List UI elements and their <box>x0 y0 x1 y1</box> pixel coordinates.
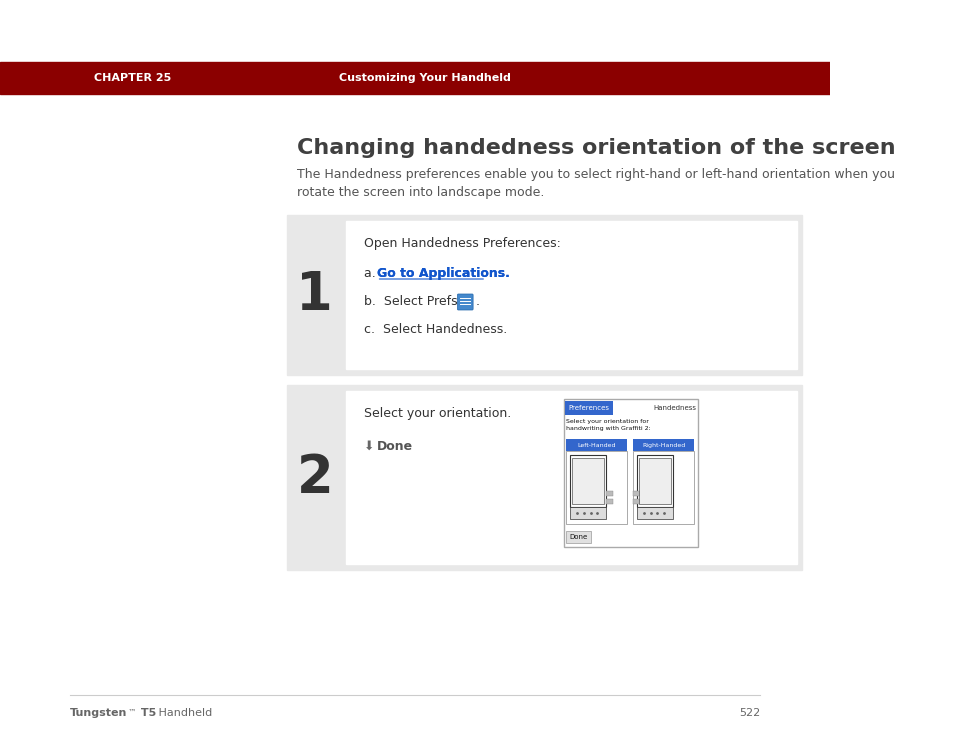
Bar <box>636 455 673 507</box>
Text: Right-Handed: Right-Handed <box>641 443 684 447</box>
Text: .: . <box>476 295 479 308</box>
Text: c.  Select Handedness.: c. Select Handedness. <box>363 323 506 336</box>
Bar <box>287 215 801 375</box>
Text: Handedness: Handedness <box>653 405 696 411</box>
Text: T5: T5 <box>136 708 155 718</box>
Bar <box>346 221 796 369</box>
Bar <box>287 385 801 570</box>
Text: Preferences: Preferences <box>568 405 609 411</box>
Text: The Handedness preferences enable you to select right-hand or left-hand orientat: The Handedness preferences enable you to… <box>297 168 895 199</box>
Text: Go to Applications.: Go to Applications. <box>376 267 509 280</box>
Bar <box>565 439 626 451</box>
Bar <box>346 391 796 564</box>
Bar <box>569 455 605 507</box>
Text: Open Handedness Preferences:: Open Handedness Preferences: <box>363 237 559 250</box>
Bar <box>0 62 829 94</box>
Bar <box>639 458 670 504</box>
FancyBboxPatch shape <box>457 294 473 310</box>
Text: b.  Select Prefs: b. Select Prefs <box>363 295 456 308</box>
Bar <box>565 401 613 415</box>
Text: Select your orientation.: Select your orientation. <box>363 407 510 420</box>
Text: Tungsten: Tungsten <box>70 708 127 718</box>
Text: Customizing Your Handheld: Customizing Your Handheld <box>339 73 511 83</box>
Text: 1: 1 <box>296 269 333 321</box>
Text: Left-Handed: Left-Handed <box>577 443 616 447</box>
Bar <box>563 399 698 547</box>
Text: CHAPTER 25: CHAPTER 25 <box>93 73 171 83</box>
Text: Done: Done <box>376 440 413 453</box>
Bar <box>633 439 693 451</box>
Text: Select your orientation for
handwriting with Graffiti 2:: Select your orientation for handwriting … <box>565 419 650 430</box>
Text: Done: Done <box>569 534 587 540</box>
Bar <box>565 531 590 543</box>
Bar <box>569 507 605 519</box>
Bar <box>633 451 693 524</box>
Bar <box>633 499 639 504</box>
Text: 2: 2 <box>296 452 333 503</box>
Bar <box>605 499 613 504</box>
Text: ⬇: ⬇ <box>363 440 381 453</box>
Bar <box>572 458 603 504</box>
Bar <box>605 491 613 496</box>
Text: ™: ™ <box>128 708 136 717</box>
Bar <box>633 491 639 496</box>
Text: Go to Applications.: Go to Applications. <box>376 267 509 280</box>
Text: 522: 522 <box>738 708 760 718</box>
Text: Handheld: Handheld <box>154 708 212 718</box>
Bar <box>565 451 626 524</box>
Text: Changing handedness orientation of the screen: Changing handedness orientation of the s… <box>297 138 895 158</box>
Text: a.: a. <box>363 267 383 280</box>
Bar <box>636 507 673 519</box>
